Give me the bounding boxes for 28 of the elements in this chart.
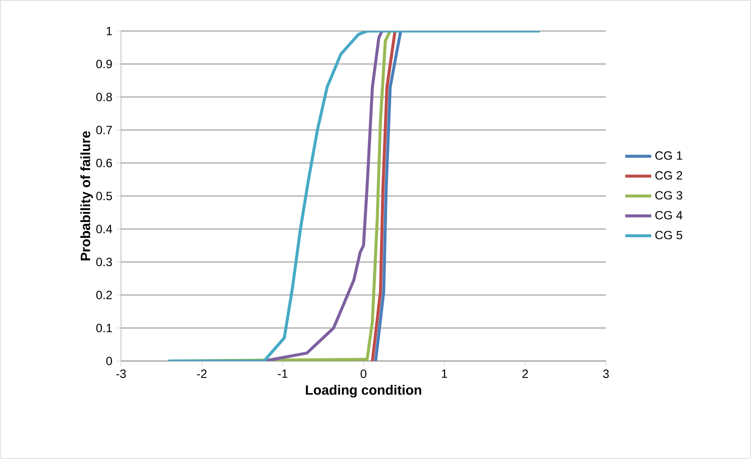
legend-label: CG 2 (655, 171, 682, 180)
y-tick-label: 0 (106, 356, 112, 366)
legend-label: CG 3 (655, 191, 682, 200)
x-tick-label: 3 (603, 370, 609, 378)
y-tick-label: 0.8 (96, 92, 112, 102)
x-axis-title: Loading condition (306, 384, 422, 398)
y-tick-label: 1 (106, 26, 112, 36)
legend-label: CG 1 (655, 151, 682, 160)
x-tick-label: 0 (360, 370, 366, 378)
line-series (374, 31, 402, 361)
line-series (167, 31, 542, 361)
line-series (370, 31, 397, 361)
y-tick-label: 0.4 (96, 224, 112, 234)
y-tick-label: 0.5 (96, 192, 112, 200)
y-tick-label: 0.2 (96, 290, 112, 300)
x-tick-label: 2 (522, 370, 528, 378)
x-tick-label: -3 (116, 370, 126, 378)
x-tick-label: -1 (278, 370, 288, 378)
x-tick-label: -2 (197, 370, 207, 378)
legend-label: CG 4 (655, 210, 682, 220)
y-tick-label: 0.7 (96, 126, 112, 134)
legend-label: CG 5 (655, 230, 682, 240)
y-tick-label: 0.3 (96, 258, 112, 266)
y-tick-label: 0.6 (96, 158, 112, 168)
y-tick-label: 0.9 (96, 60, 112, 68)
y-axis-title: Probability of failure (80, 131, 93, 260)
x-tick-label: 1 (442, 370, 448, 378)
y-tick-label: 0.1 (96, 324, 112, 332)
